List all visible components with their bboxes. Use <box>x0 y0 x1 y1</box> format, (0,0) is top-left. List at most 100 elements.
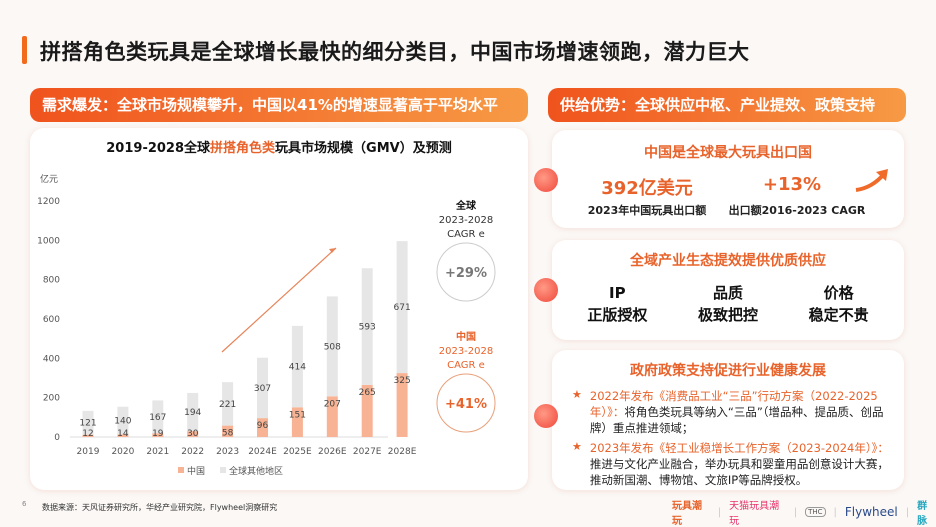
global-cagr-circle <box>436 242 496 302</box>
bar-china <box>187 431 199 437</box>
bar-other <box>291 325 303 408</box>
china-cagr-value: +41% <box>445 397 487 412</box>
bar-other <box>152 400 164 434</box>
bar-other <box>361 268 373 385</box>
data-source: 数据来源：天风证券研究所，华经产业研究院，Flywheel洞察研究 <box>42 503 278 512</box>
legend-label-china: 中国 <box>187 465 205 477</box>
cagr-value: +13% <box>762 174 822 195</box>
title-accent <box>22 36 27 64</box>
china-cagr-period: 2023-2028 <box>439 346 494 357</box>
y-tick-label: 1000 <box>37 236 60 246</box>
trend-arrow <box>221 247 337 353</box>
supply-item-price: 价格 稳定不贵 <box>808 284 869 324</box>
decor-dot <box>534 278 558 302</box>
decor-dot <box>534 404 558 428</box>
data-label-china: 30 <box>187 429 199 439</box>
export-card: 中国是全球最大玩具出口国 392亿美元 2023年中国玩具出口额 +13% 出口… <box>552 130 904 228</box>
data-label-other: 194 <box>184 408 201 418</box>
chart-title: 2019-2028全球拼搭角色类玩具市场规模（GMV）及预测 <box>106 140 451 156</box>
trend-up-arrow-icon <box>855 169 888 192</box>
y-tick-label: 800 <box>43 276 60 286</box>
right-header: 供给优势：全球供应中枢、产业提效、政策支持 <box>548 88 906 122</box>
bar-other <box>257 357 268 419</box>
page-number: 6 <box>22 500 27 508</box>
policy-item: ★ 2022年发布《消费品工业“三品”行动方案（2022-2025年）》：将角色… <box>572 388 884 435</box>
supply-item-quality: 品质 极致把控 <box>697 284 758 324</box>
logo: Flywheel <box>844 505 898 519</box>
star-icon: ★ <box>572 440 582 453</box>
bar-china <box>291 407 303 437</box>
legend-swatch-other <box>220 467 226 473</box>
y-tick-label: 0 <box>54 433 60 443</box>
data-label-china: 12 <box>82 429 93 439</box>
data-label-china: 265 <box>359 388 376 398</box>
bar-china <box>222 425 234 437</box>
logo-strip: 玩具潮玩 | 天猫玩具潮玩 | THC | Flywheel | 群脉 <box>672 497 936 527</box>
data-label-other: 414 <box>289 363 306 373</box>
data-label-china: 151 <box>289 410 306 420</box>
data-label-other: 167 <box>149 413 166 423</box>
legend-label-other: 全球其他地区 <box>229 465 283 477</box>
logo: 天猫玩具潮玩 <box>729 501 780 527</box>
china-cagr-label: 中国 <box>456 330 476 343</box>
global-cagr-period: 2023-2028 <box>439 215 494 226</box>
card-title: 政府政策支持促进行业健康发展 <box>630 363 826 379</box>
bar-china <box>117 434 129 437</box>
bar-other <box>187 392 199 432</box>
data-label-other: 140 <box>114 416 131 426</box>
card-title: 全域产业生态提效提供优质供应 <box>630 253 826 269</box>
policy-card: 政府政策支持促进行业健康发展 ★ 2022年发布《消费品工业“三品”行动方案（2… <box>552 350 904 490</box>
china-cagr-circle <box>436 373 496 433</box>
logo: 群脉 <box>917 501 928 527</box>
data-label-china: 96 <box>257 421 269 431</box>
x-tick-label: 2022 <box>181 447 204 457</box>
x-tick-label: 2019 <box>77 447 100 457</box>
data-label-china: 207 <box>324 399 341 409</box>
data-label-china: 58 <box>222 429 234 439</box>
left-header: 需求爆发：全球市场规模攀升，中国以41%的增速显著高于平均水平 <box>30 88 528 122</box>
policy-item: ★ 2023年发布《轻工业稳增长工作方案（2023-2024年）》：推进与文化产… <box>572 440 889 487</box>
decor-dot <box>534 168 558 192</box>
data-label-other: 508 <box>324 342 341 352</box>
x-tick-label: 2026E <box>318 447 347 457</box>
x-tick-label: 2023 <box>216 447 239 457</box>
x-tick-label: 2021 <box>146 447 169 457</box>
y-tick-label: 600 <box>43 315 60 325</box>
global-cagr-metric: CAGR e <box>447 229 485 240</box>
y-tick-label: 400 <box>43 354 60 364</box>
bar-other <box>82 410 94 435</box>
card-title: 中国是全球最大玩具出口国 <box>644 145 812 161</box>
data-label-china: 325 <box>394 376 411 386</box>
data-label-china: 19 <box>152 429 164 439</box>
supply-item-ip: IP 正版授权 <box>587 284 648 324</box>
x-tick-label: 2025E <box>283 447 312 457</box>
bar-china <box>257 418 268 437</box>
bar-other <box>326 296 338 397</box>
y-axis-label: 亿元 <box>40 173 58 185</box>
legend-swatch-china <box>178 467 184 473</box>
bar-other <box>222 382 234 426</box>
bar-other <box>396 241 408 374</box>
chart-card: 2019-2028全球拼搭角色类玩具市场规模（GMV）及预测亿元 0 200 400 6… <box>30 128 528 490</box>
star-icon: ★ <box>572 388 582 401</box>
bar-china <box>396 373 408 437</box>
x-tick-label: 2027E <box>353 447 382 457</box>
china-cagr-metric: CAGR e <box>447 360 485 371</box>
data-label-other: 121 <box>79 419 96 429</box>
logo: THC <box>805 507 826 517</box>
y-tick-label: 200 <box>43 394 60 404</box>
export-value: 392亿美元 <box>601 178 693 199</box>
bar-china <box>361 384 373 437</box>
y-tick-label: 1200 <box>37 197 60 207</box>
supply-card: 全域产业生态提效提供优质供应 IP 正版授权 品质 极致把控 价格 稳定不贵 <box>552 240 904 340</box>
data-label-other: 307 <box>254 384 271 394</box>
trend-arrowhead <box>329 248 336 253</box>
bar-china <box>152 433 164 437</box>
data-label-other: 221 <box>219 400 236 410</box>
cagr-label: 出口额2016-2023 CAGR <box>728 204 866 217</box>
bar-other <box>117 406 129 435</box>
x-tick-label: 2024E <box>248 447 277 457</box>
x-tick-label: 2028E <box>388 447 417 457</box>
global-cagr-label: 全球 <box>455 199 477 212</box>
